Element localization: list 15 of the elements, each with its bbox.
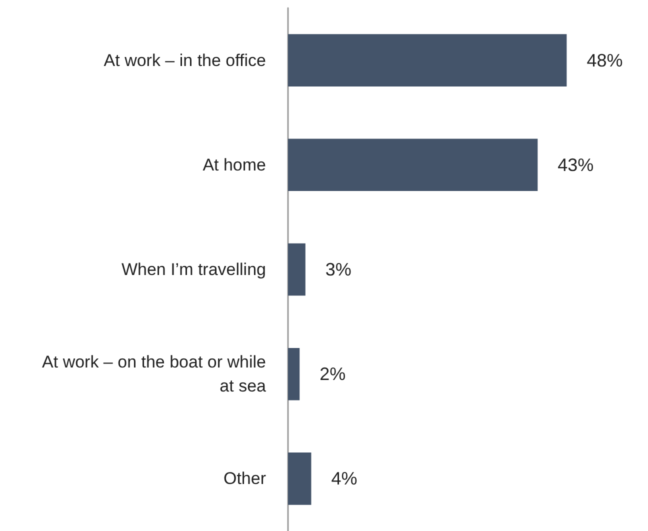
data-label: 3%	[325, 260, 352, 280]
y-tick-label: When I’m travelling	[121, 260, 266, 279]
y-tick-label: Other	[223, 469, 266, 488]
bar	[288, 452, 312, 505]
y-tick-label: At work – on the boat or while at sea	[42, 352, 267, 396]
bar	[288, 348, 300, 400]
data-label: 48%	[586, 50, 623, 70]
bar	[288, 34, 567, 86]
data-label: 2%	[320, 364, 346, 384]
data-label: 4%	[331, 468, 358, 489]
data-label: 43%	[558, 154, 594, 175]
y-tick-label: At work – in the office	[104, 50, 266, 70]
bar	[288, 138, 538, 192]
bar	[288, 243, 306, 296]
y-tick-label: At home	[202, 155, 266, 174]
